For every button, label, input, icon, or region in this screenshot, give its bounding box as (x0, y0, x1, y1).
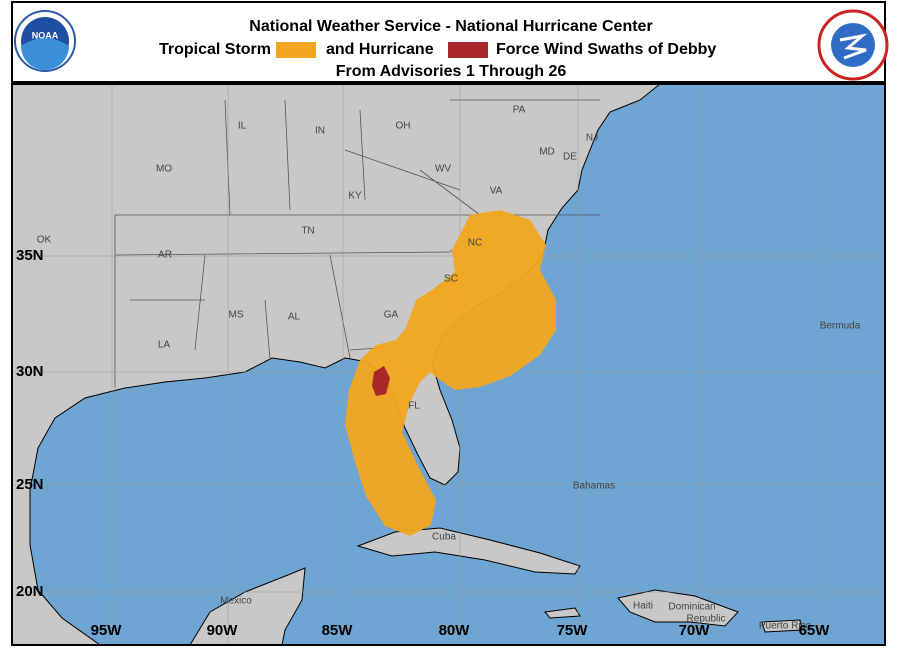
latitude-label: 30N (16, 363, 44, 380)
place-label: Cuba (432, 532, 456, 543)
place-label: MS (229, 310, 244, 321)
longitude-label: 95W (91, 622, 123, 639)
place-labels: IL IN OH PA NJ MD DE WV VA KY MO TN NC OK AR SC MS AL GA LA… (37, 105, 861, 632)
tropical-storm-swath (345, 210, 556, 536)
place-label: KY (348, 191, 362, 202)
land-cuba (356, 527, 581, 575)
longitude-label: 90W (207, 622, 239, 639)
place-label: NJ (586, 133, 598, 144)
legend-suffix: Force Wind Swaths of Debby (496, 41, 716, 58)
map-frame (11, 83, 886, 646)
place-label: Puerto Rico (759, 621, 812, 632)
legend-swatch (276, 42, 316, 58)
latitude-label: 25N (16, 476, 44, 493)
subtitle: From Advisories 1 Through 26 (336, 63, 567, 80)
place-label: AR (158, 250, 172, 261)
place-label: AL (288, 312, 301, 323)
nws-logo (817, 9, 889, 81)
longitude-label: 85W (322, 622, 354, 639)
place-label: MD (539, 147, 555, 158)
place-label: SC (444, 274, 458, 285)
place-label: OH (396, 121, 411, 132)
legend-label: Tropical Storm (159, 41, 271, 58)
coordinate-labels: 35N 30N 25N 20N 95W 90W 85W 80W 75W 70W 65W (16, 247, 830, 639)
place-label: PA (513, 105, 526, 116)
latitude-label: 35N (16, 247, 44, 264)
legend-label: and Hurricane (326, 41, 434, 58)
place-label: VA (490, 186, 503, 197)
logo-text: NOAA (32, 30, 59, 40)
place-label: FL (408, 401, 420, 412)
place-label: Republic (687, 614, 726, 625)
place-label: IL (238, 121, 247, 132)
longitude-label: 65W (799, 622, 831, 639)
place-label: Bermuda (820, 321, 861, 332)
longitude-label: 75W (557, 622, 589, 639)
place-label: WV (435, 164, 451, 175)
longitude-label: 80W (439, 622, 471, 639)
land-jamaica (544, 607, 581, 619)
longitude-label: 70W (679, 622, 711, 639)
place-label: NC (468, 238, 482, 249)
latitude-label: 20N (16, 583, 44, 600)
place-label: OK (37, 235, 52, 246)
place-label: TN (301, 226, 314, 237)
title: National Weather Service - National Hurr… (249, 18, 652, 35)
hurricane-swath (372, 366, 390, 396)
legend-swatch (448, 42, 488, 58)
place-label: MO (156, 164, 172, 175)
place-label: DE (563, 152, 577, 163)
graticule (12, 84, 885, 645)
place-label: LA (158, 340, 171, 351)
place-label: GA (384, 310, 399, 321)
place-label: IN (315, 126, 325, 137)
land-puerto-rico (761, 619, 803, 633)
place-label: Dominican (668, 602, 715, 613)
place-label: Haiti (633, 601, 653, 612)
land-yucatan (189, 567, 306, 645)
noaa-logo: NOAA (14, 10, 76, 72)
map-area: IL IN OH PA NJ MD DE WV VA KY MO TN NC OK AR SC MS AL GA LA… (12, 84, 885, 645)
place-label: Mexico (220, 596, 252, 607)
place-label: Bahamas (573, 481, 615, 492)
